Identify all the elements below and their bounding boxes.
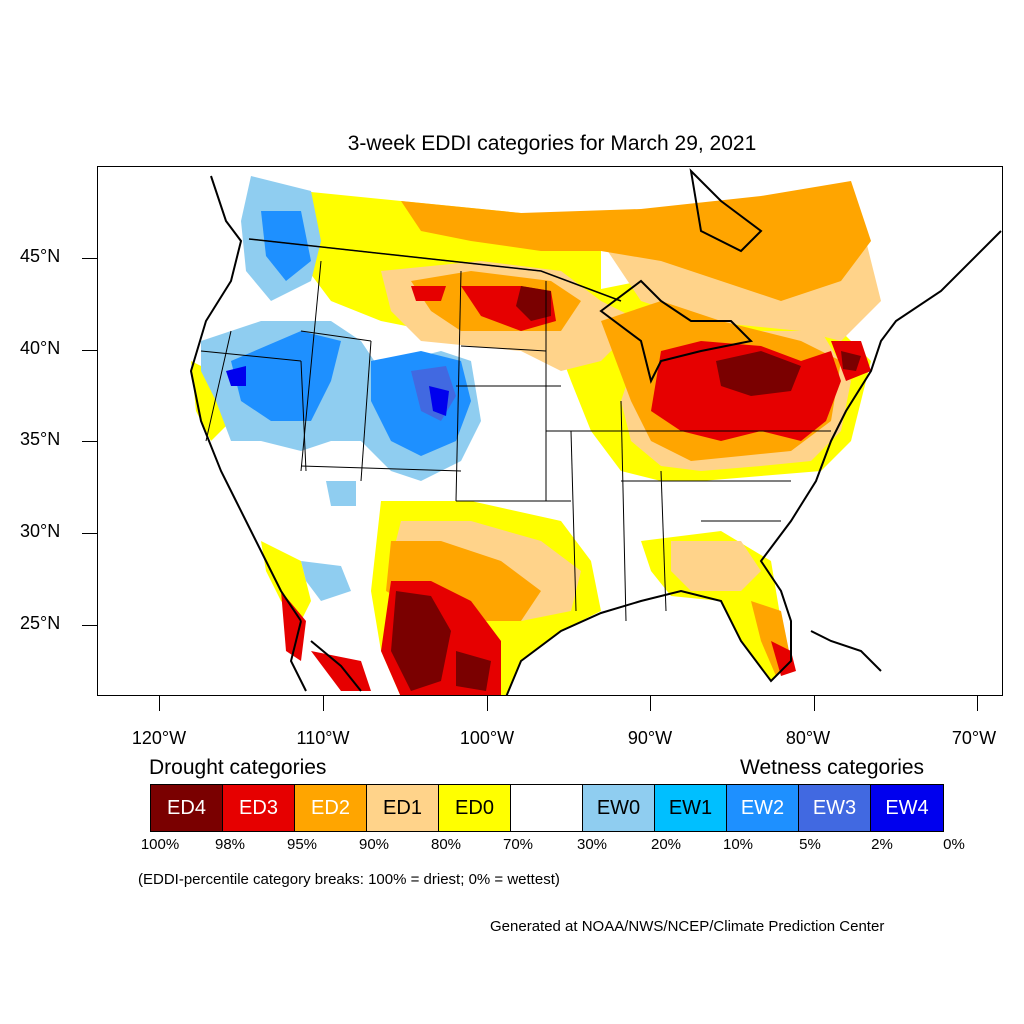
eddi-map (97, 166, 1003, 696)
lat-label-35: 35°N (20, 429, 61, 449)
coastline (189, 168, 1002, 695)
break-label-20: 20% (650, 836, 682, 853)
legend-swatch-neutral (511, 785, 583, 831)
break-label-70: 70% (502, 836, 534, 853)
wetness-heading: Wetness categories (740, 756, 925, 779)
lon-label-120: 120°W (131, 728, 187, 748)
lat-tick-40 (82, 350, 97, 351)
lon-tick-110 (323, 696, 324, 711)
lon-tick-90 (650, 696, 651, 711)
lon-tick-100 (487, 696, 488, 711)
lat-tick-25 (82, 625, 97, 626)
lon-label-110: 110°W (296, 728, 350, 748)
legend-swatch-ed0: ED0 (439, 785, 511, 831)
lat-label-45: 45°N (20, 246, 61, 266)
lat-label-25: 25°N (20, 613, 61, 633)
us-canada-border (248, 238, 622, 302)
break-label-100: 100% (140, 836, 180, 853)
ed4-areas (391, 286, 861, 691)
legend-swatch-ed4: ED4 (151, 785, 223, 831)
break-label-5: 5% (799, 836, 821, 853)
lon-tick-80 (814, 696, 815, 711)
lat-tick-35 (82, 441, 97, 442)
break-label-95: 95% (286, 836, 318, 853)
legend-swatch-ew0: EW0 (583, 785, 655, 831)
drought-heading: Drought categories (149, 756, 327, 779)
map-canvas (189, 168, 1002, 695)
category-note: (EDDI-percentile category breaks: 100% =… (138, 871, 560, 888)
state-boundaries (200, 238, 831, 622)
break-label-90: 90% (358, 836, 390, 853)
lat-label-40: 40°N (20, 338, 61, 358)
lon-label-90: 90°W (627, 728, 673, 748)
legend-swatch-ew1: EW1 (655, 785, 727, 831)
break-label-80: 80% (430, 836, 462, 853)
break-label-10: 10% (722, 836, 754, 853)
break-label-98: 98% (214, 836, 246, 853)
lon-label-100: 100°W (459, 728, 515, 748)
legend-swatch-ew2: EW2 (727, 785, 799, 831)
lon-tick-120 (159, 696, 160, 711)
ew3-ew4-areas (226, 366, 456, 421)
legend-swatch-ed1: ED1 (367, 785, 439, 831)
lon-tick-70 (977, 696, 978, 711)
break-label-2: 2% (871, 836, 893, 853)
legend-swatch-ed3: ED3 (223, 785, 295, 831)
lat-tick-45 (82, 258, 97, 259)
legend-swatch-ew4: EW4 (871, 785, 943, 831)
legend-swatch-ew3: EW3 (799, 785, 871, 831)
credit-line: Generated at NOAA/NWS/NCEP/Climate Predi… (490, 918, 885, 935)
lon-label-80: 80°W (785, 728, 831, 748)
lon-label-70: 70°W (951, 728, 997, 748)
break-label-30: 30% (576, 836, 608, 853)
lat-tick-30 (82, 533, 97, 534)
legend-swatch-ed2: ED2 (295, 785, 367, 831)
map-title: 3-week EDDI categories for March 29, 202… (347, 132, 757, 155)
lat-label-30: 30°N (20, 521, 61, 541)
category-legend: ED4 ED3 ED2 ED1 ED0 EW0 EW1 EW2 EW3 EW4 (150, 784, 944, 832)
break-label-0: 0% (943, 836, 965, 853)
